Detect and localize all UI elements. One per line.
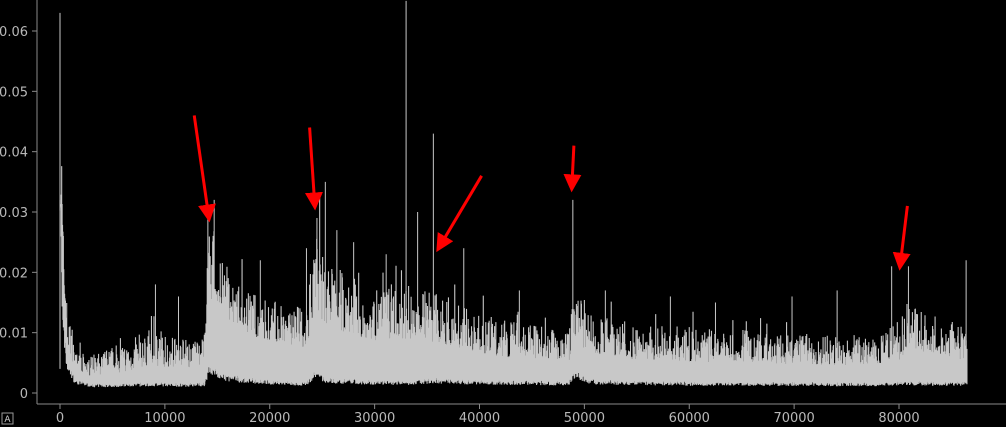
spike-layer xyxy=(59,0,967,369)
series-layer xyxy=(59,166,968,388)
y-tick-label-6: 0.06 xyxy=(0,25,28,40)
x-tick-label-4: 40000 xyxy=(459,411,500,426)
y-tick-label-5: 0.05 xyxy=(0,85,28,100)
y-tick-label-4: 0.04 xyxy=(0,146,28,161)
auto-range-button[interactable]: A xyxy=(1,412,14,425)
x-tick-label-3: 30000 xyxy=(354,411,395,426)
x-tick-label-5: 50000 xyxy=(564,411,605,426)
annotation-layer xyxy=(192,115,911,271)
x-tick-label-8: 80000 xyxy=(878,411,919,426)
annotation-arrow-3 xyxy=(563,145,582,193)
y-tick-label-2: 0.02 xyxy=(0,266,28,281)
annotation-arrow-4 xyxy=(892,205,911,271)
auto-range-button-label: A xyxy=(4,415,11,425)
x-tick-label-6: 60000 xyxy=(669,411,710,426)
series-0-band xyxy=(59,166,968,388)
annotation-arrow-2 xyxy=(436,175,483,253)
x-tick-label-1: 10000 xyxy=(144,411,185,426)
x-tick-label-0: 0 xyxy=(56,411,64,426)
series-0 xyxy=(59,166,968,388)
x-tick-label-7: 70000 xyxy=(773,411,814,426)
annotation-arrow-0 xyxy=(192,115,216,223)
y-tick-label-0: 0 xyxy=(20,387,28,402)
y-tick-label-1: 0.01 xyxy=(0,327,28,342)
x-tick-label-2: 20000 xyxy=(249,411,290,426)
y-tick-label-3: 0.03 xyxy=(0,206,28,221)
annotation-arrow-1 xyxy=(304,127,323,211)
